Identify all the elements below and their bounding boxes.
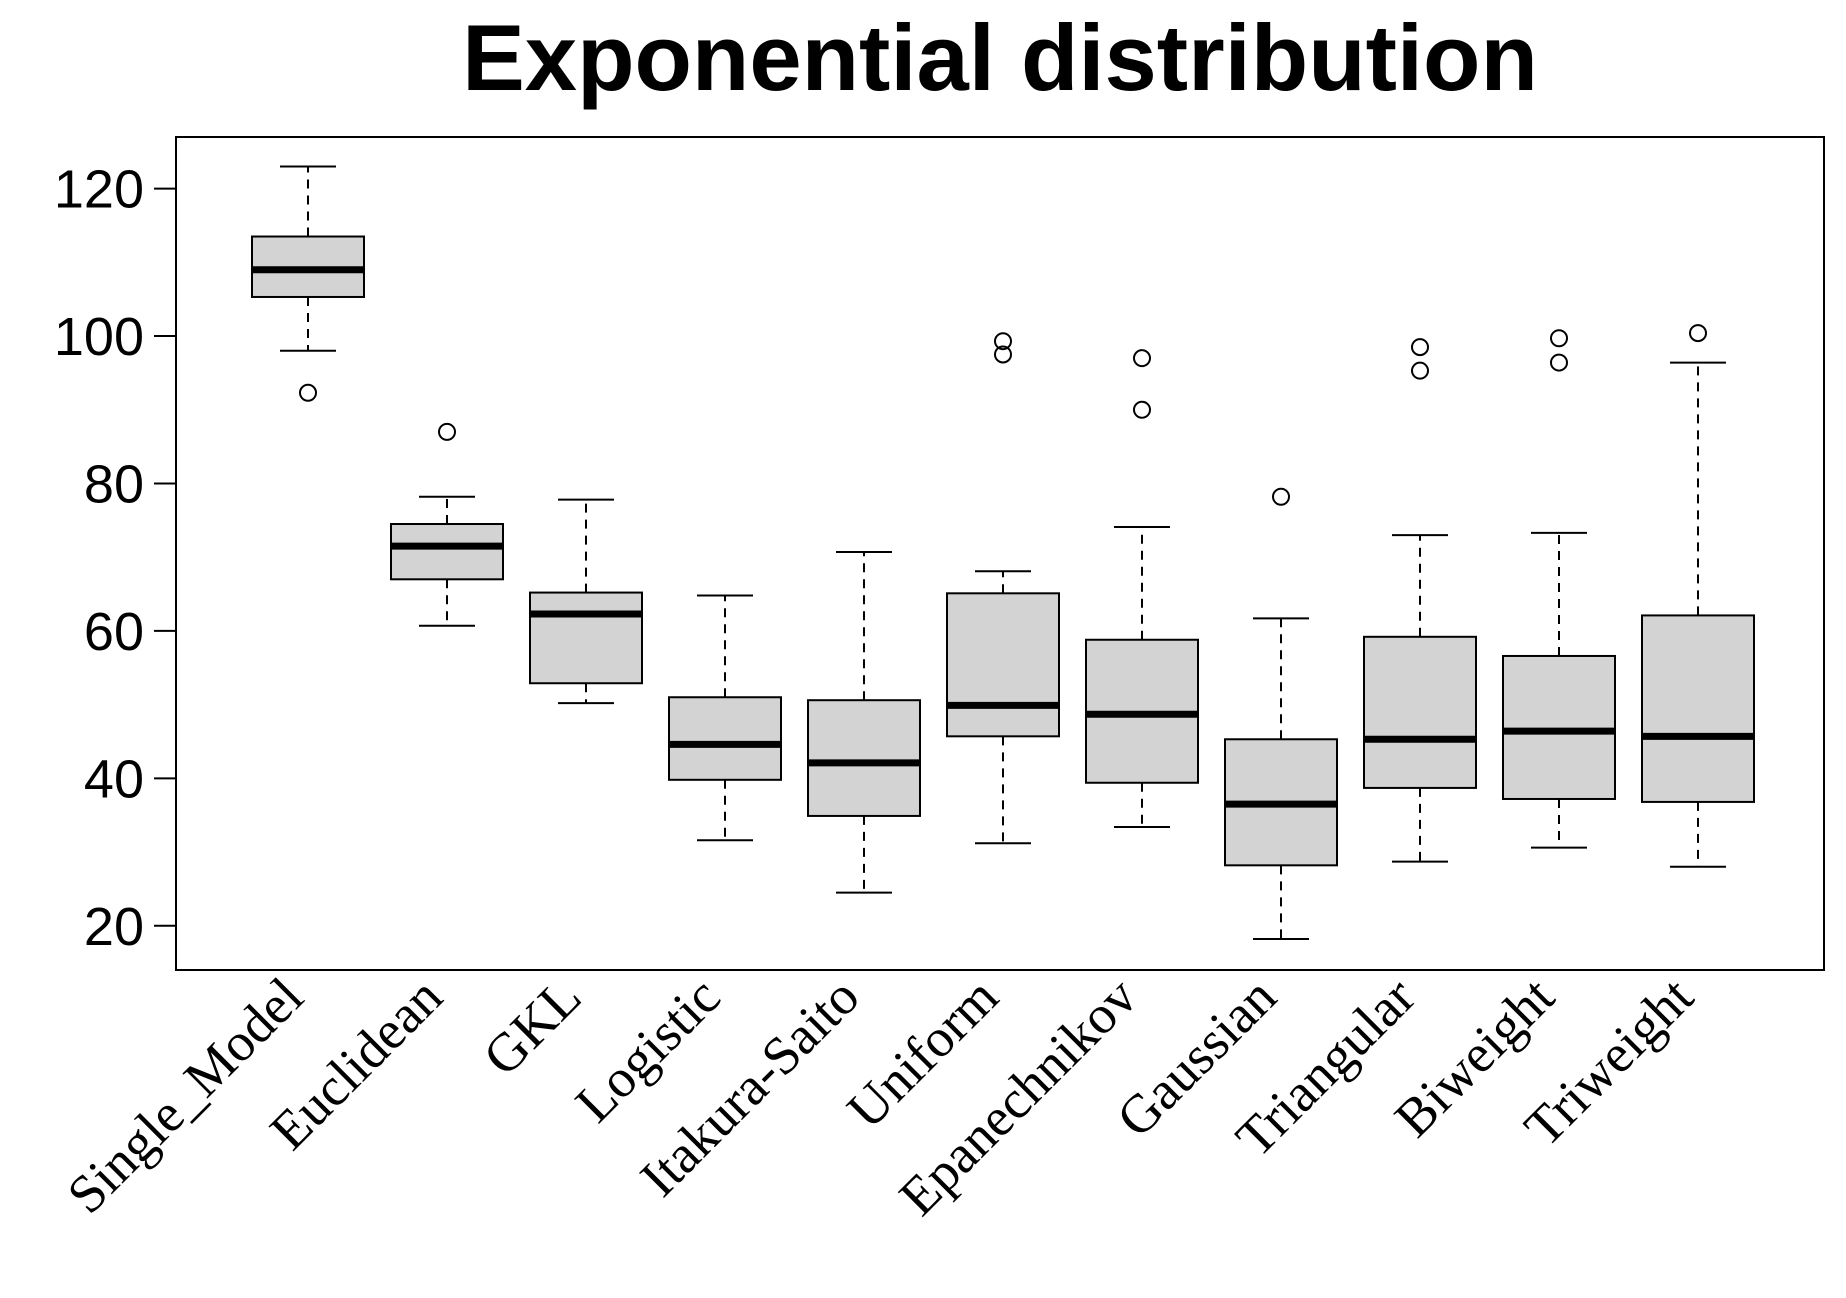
- outlier-point: [1411, 338, 1429, 357]
- x-category-label: GKL: [472, 966, 593, 1087]
- outlier-point: [994, 345, 1012, 364]
- y-tick-label: 100: [54, 307, 144, 367]
- chart-title: Exponential distribution: [462, 5, 1538, 110]
- y-tick-label: 80: [84, 454, 144, 514]
- y-axis: 20 40 60 80 100 120: [54, 160, 177, 957]
- box-gkl: [529, 498, 643, 705]
- y-tick-label: 20: [84, 897, 144, 957]
- y-tick-label: 120: [54, 160, 144, 220]
- box-itakura-saito: [807, 551, 921, 894]
- outlier-point: [438, 422, 456, 441]
- box-euclidean: [390, 422, 504, 627]
- box-biweight: [1502, 329, 1616, 849]
- iqr-box: [1641, 614, 1755, 803]
- iqr-box: [946, 592, 1060, 738]
- iqr-box: [1502, 654, 1616, 800]
- box-gaussian: [1224, 487, 1338, 941]
- y-tick-label: 60: [84, 602, 144, 662]
- outlier-point: [1550, 353, 1568, 372]
- box-epanechnikov: [1085, 349, 1199, 828]
- outlier-point: [1133, 400, 1151, 419]
- iqr-box: [807, 699, 921, 817]
- iqr-box: [529, 591, 643, 685]
- outlier-point: [1133, 349, 1151, 368]
- outlier-point: [299, 383, 317, 402]
- x-category-label: Single_Model: [56, 966, 315, 1225]
- outlier-point: [1689, 324, 1707, 343]
- box-triweight: [1641, 324, 1755, 868]
- box-uniform: [946, 332, 1060, 845]
- outlier-point: [994, 332, 1012, 351]
- iqr-box: [390, 523, 504, 581]
- box-logistic: [668, 594, 782, 842]
- iqr-box: [1363, 635, 1477, 789]
- box-series: [251, 165, 1755, 941]
- outlier-point: [1550, 329, 1568, 348]
- outlier-point: [1411, 361, 1429, 380]
- box-single-model: [251, 165, 365, 402]
- y-tick-label: 40: [84, 749, 144, 809]
- box-triangular: [1363, 338, 1477, 863]
- outlier-point: [1272, 487, 1290, 506]
- iqr-box: [668, 696, 782, 781]
